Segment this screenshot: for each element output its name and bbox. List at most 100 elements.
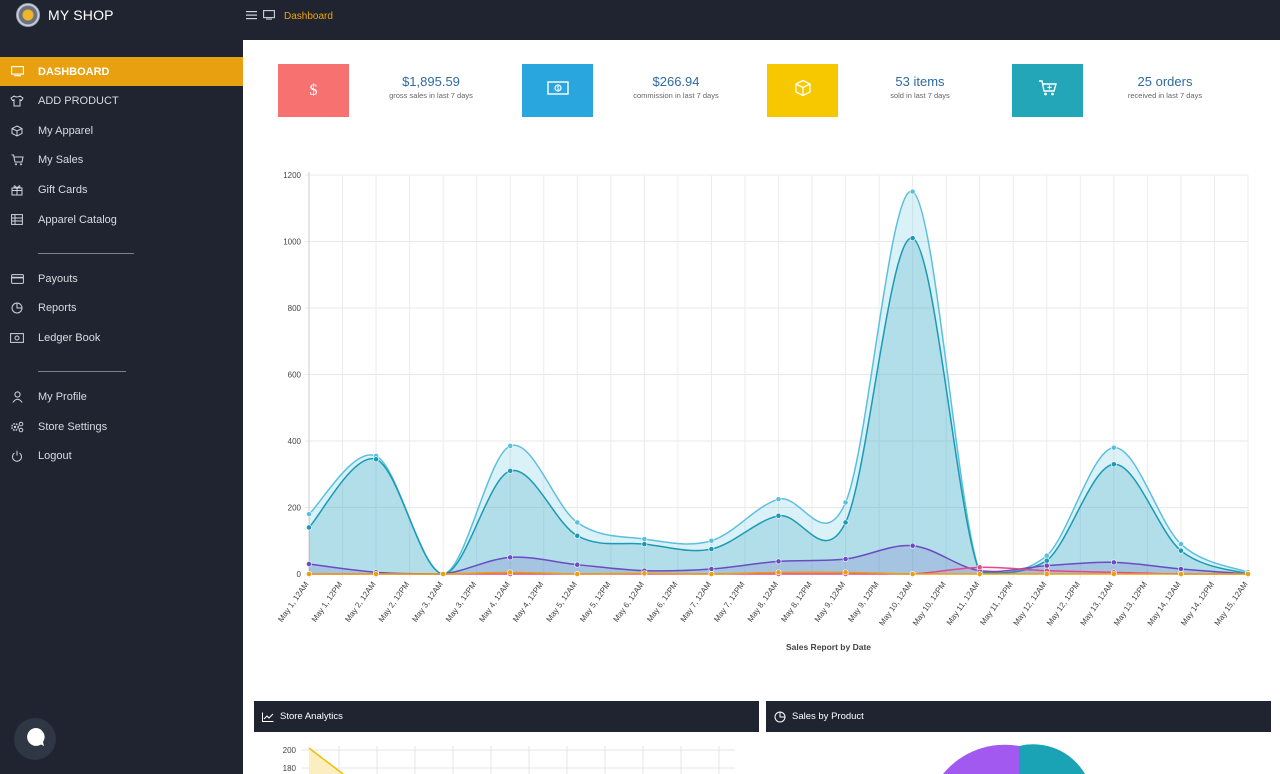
line-chart-icon [262,712,274,722]
brand[interactable]: MY SHOP [16,3,114,27]
sidebar-item-ledger-book[interactable]: Ledger Book [0,323,243,352]
x-tick-label: May 1, 12PM [310,580,345,624]
x-tick-label: May 5, 12PM [578,580,613,624]
shop-logo [16,3,40,27]
x-tick-label: May 8, 12PM [779,580,814,624]
data-point [574,519,581,526]
series-area [309,545,1248,574]
data-point [574,532,581,539]
sidebar-item-my-sales[interactable]: My Sales [0,145,243,174]
x-tick-label: May 6, 12PM [645,580,680,624]
sales-by-product-header: Sales by Product [766,701,1271,732]
box-icon [794,79,812,102]
y-tick-label: 1200 [283,171,301,180]
monitor-icon [10,65,24,79]
pie-slice [1019,744,1085,774]
hamburger-menu-icon[interactable] [246,9,257,23]
data-point [574,571,581,577]
monitor-icon [263,9,275,23]
x-tick-label: May 3, 12PM [444,580,479,624]
stat-tile-commission: $ [522,64,593,117]
data-point [708,566,715,572]
data-point [909,542,916,549]
data-point [842,556,849,562]
x-tick-label: May 10, 12AM [877,580,914,628]
y-tick-label: 600 [288,371,302,380]
data-point [842,569,849,576]
data-point [507,468,514,474]
stat-label: commission in last 7 days [633,91,719,100]
x-tick-label: May 7, 12PM [712,580,747,624]
sidebar-item-label: Gift Cards [38,183,88,196]
breadcrumb-current[interactable]: Dashboard [284,10,333,22]
sidebar: DASHBOARD ADD PRODUCT My Apparel My Sale… [0,40,243,774]
data-point [708,571,715,577]
chat-button[interactable] [14,718,56,760]
data-point [842,499,849,506]
data-point [708,537,715,544]
data-point [976,571,983,577]
data-point [909,188,916,195]
y-tick-label: 800 [288,304,302,313]
data-point [507,443,514,449]
analytics-gridlines [301,746,735,774]
x-tick-label: May 4, 12AM [477,580,512,624]
data-point [909,571,916,577]
x-tick-label: May 9, 12PM [846,580,881,624]
sidebar-item-my-profile[interactable]: My Profile [0,382,243,411]
data-point [775,496,782,503]
money-icon: $ [546,81,569,100]
sidebar-item-my-apparel[interactable]: My Apparel [0,116,243,145]
data-point [842,519,849,526]
box-icon [10,124,24,138]
pie-chart-icon [774,711,786,723]
lower-panels-preview: 200 180 [283,744,1085,774]
analytics-y-tick: 200 [283,746,297,755]
y-tick-label: 400 [288,437,302,446]
sidebar-item-payouts[interactable]: Payouts [0,264,243,293]
power-icon [10,449,24,463]
sidebar-item-label: Store Settings [38,420,108,433]
stat-commission: $266.94 commission in last 7 days [591,74,761,100]
data-point [1110,559,1117,566]
gift-icon [10,183,24,197]
sidebar-item-label: Logout [38,449,72,462]
stat-label: sold in last 7 days [890,91,950,100]
data-point [507,569,514,576]
x-tick-label: May 14, 12PM [1179,580,1216,628]
data-point [306,524,312,531]
user-icon [10,390,24,404]
sidebar-item-gift-cards[interactable]: Gift Cards [0,175,243,204]
data-point [775,512,782,519]
sidebar-item-label: My Apparel [38,124,94,137]
data-point [1178,566,1184,572]
sidebar-item-logout[interactable]: Logout [0,441,243,470]
sidebar-item-store-settings[interactable]: Store Settings [0,412,243,441]
sidebar-item-apparel-catalog[interactable]: Apparel Catalog [0,205,243,234]
series-line [308,190,1249,575]
data-point [708,546,715,552]
x-tick-label: May 15, 12AM [1213,580,1250,628]
series-area [309,237,1248,574]
stat-label: received in last 7 days [1127,91,1203,100]
sidebar-item-reports[interactable]: Reports [0,293,243,322]
sidebar-item-dashboard[interactable]: DASHBOARD [0,57,243,86]
sidebar-item-label: Ledger Book [38,331,101,344]
series-area [309,191,1248,574]
sidebar-item-add-product[interactable]: ADD PRODUCT [0,86,243,115]
data-point [1178,541,1184,547]
breadcrumb: Dashboard [246,9,333,23]
x-tick-label: May 11, 12PM [978,580,1015,627]
sidebar-item-label: Reports [38,301,77,314]
data-point [641,541,648,547]
x-tick-label: May 8, 12AM [746,580,781,624]
stat-value: $266.94 [652,74,700,89]
y-tick-label: 1000 [283,238,301,247]
stat-tile-gross-sales: $ [278,64,349,117]
data-point [976,564,983,571]
x-tick-label: May 10, 12PM [911,580,948,628]
data-point [373,456,379,463]
x-tick-label: May 3, 12AM [410,580,445,624]
y-tick-label: 0 [297,570,302,579]
sidebar-item-label: My Profile [38,390,87,403]
